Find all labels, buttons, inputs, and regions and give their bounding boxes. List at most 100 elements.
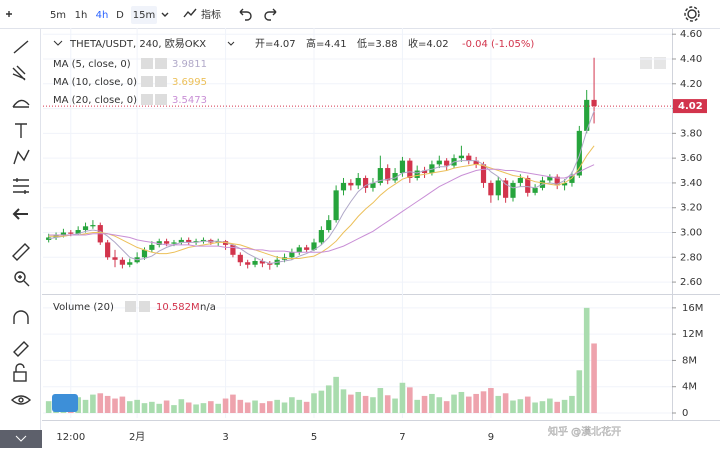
logo-badge [52,394,78,412]
candle-body [326,220,332,231]
candle-body [259,261,266,264]
volume-bar [215,403,221,413]
candle-body [569,175,575,183]
watermark: 知乎 @漠北花开 [548,425,621,438]
settings-icon[interactable] [687,9,697,19]
y-tick-label: 4.20 [680,79,702,90]
volume-bar [421,395,428,413]
legend-button[interactable] [155,58,167,69]
volume-bar [399,382,406,413]
candle-body [436,160,442,165]
text-tool[interactable] [15,123,27,138]
legend-button[interactable] [141,76,153,87]
ma-line [48,164,595,253]
legend-button[interactable] [125,301,136,312]
volume-bar [252,400,258,413]
volume-bar [163,400,170,413]
ohlc-high: 高=4.41 [306,37,347,50]
candle-body [112,257,118,260]
dropdown-icon[interactable] [227,41,235,46]
visibility-tool[interactable] [10,395,32,405]
volume-bar [171,405,177,413]
interval-button[interactable]: D [116,10,124,21]
candle-body [362,177,369,188]
volume-bar [539,401,546,413]
volume-bar [185,402,192,413]
candle-body [164,241,170,244]
visibility-pupil[interactable] [18,397,24,403]
y-tick-label: 3.80 [680,128,702,139]
volume-bar [266,401,273,413]
legend-button[interactable] [141,58,153,69]
volume-bar [436,397,443,413]
candle-body [348,182,354,186]
candle-body [193,241,199,243]
volume-bar [465,396,472,413]
back-tool[interactable] [12,208,28,220]
lock-shackle[interactable] [15,363,25,372]
volume-bar [222,398,229,413]
pencil-lock-tool[interactable] [13,341,29,357]
x-tick-label: 5 [311,432,317,443]
candle-body [495,180,501,196]
indicator-icon[interactable] [183,8,197,18]
sidebar-collapse[interactable] [0,430,42,448]
volume-bar [200,403,207,413]
ma-legend-name: MA (10, close, 0) [53,77,137,88]
candle-body [222,241,229,245]
prediction-tool[interactable] [13,178,29,194]
volume-title: Volume (20) [53,302,114,313]
volume-value: 10.582M [156,302,200,313]
undo-icon[interactable] [239,8,252,21]
legend-button[interactable] [139,301,150,312]
brush-tool[interactable] [12,99,30,108]
candle-body [407,160,413,178]
volume-bar [75,397,81,413]
volume-bar [340,389,347,413]
y-tick-label: 3.40 [680,178,702,189]
interval-button[interactable]: 1h [75,10,88,21]
candle-body [517,177,523,183]
indicators-button[interactable]: 指标 [201,8,221,21]
interval-button[interactable]: 15m [133,10,155,21]
volume-bar [414,399,420,413]
candle-body [311,242,317,250]
collapse-arrow[interactable] [15,435,27,442]
volume-bar [524,396,531,413]
candle-body [82,226,89,231]
volume-bar [112,398,118,413]
candle-body [90,225,96,227]
legend-button[interactable] [155,76,167,87]
legend-button[interactable] [141,94,153,105]
legend-button[interactable] [155,94,167,105]
volume-bar [82,399,89,413]
measure-tool[interactable] [12,243,30,261]
pane-button[interactable] [654,57,666,69]
interval-button[interactable]: 4h [96,10,109,21]
trend-line-tool[interactable] [13,40,29,54]
volume-bar [311,393,317,413]
x-tick-label: 3 [222,432,228,443]
lock-tool[interactable] [13,371,27,382]
collapse-icon[interactable] [53,40,63,46]
volume-bar [407,387,413,413]
volume-bar [532,402,538,413]
candle-body [466,155,472,161]
volume-bar [362,395,369,413]
candle-body [200,239,207,242]
y-tick-label: 2.60 [680,277,702,288]
interval-button[interactable]: 5m [50,10,66,21]
candle-body [385,168,391,181]
magnet-tool[interactable] [13,310,29,324]
settings-icon-gear[interactable] [684,6,700,22]
zoom-tool-detail[interactable] [18,275,30,287]
fib-tool[interactable] [12,65,26,81]
pattern-tool[interactable] [13,149,30,165]
redo-icon[interactable] [264,8,277,21]
crosshair-icon[interactable] [6,11,12,17]
ma-line [48,110,595,265]
dropdown-icon[interactable] [161,12,169,17]
volume-bar [451,394,457,413]
zoom-tool[interactable] [14,271,26,283]
pane-button[interactable] [640,57,652,69]
